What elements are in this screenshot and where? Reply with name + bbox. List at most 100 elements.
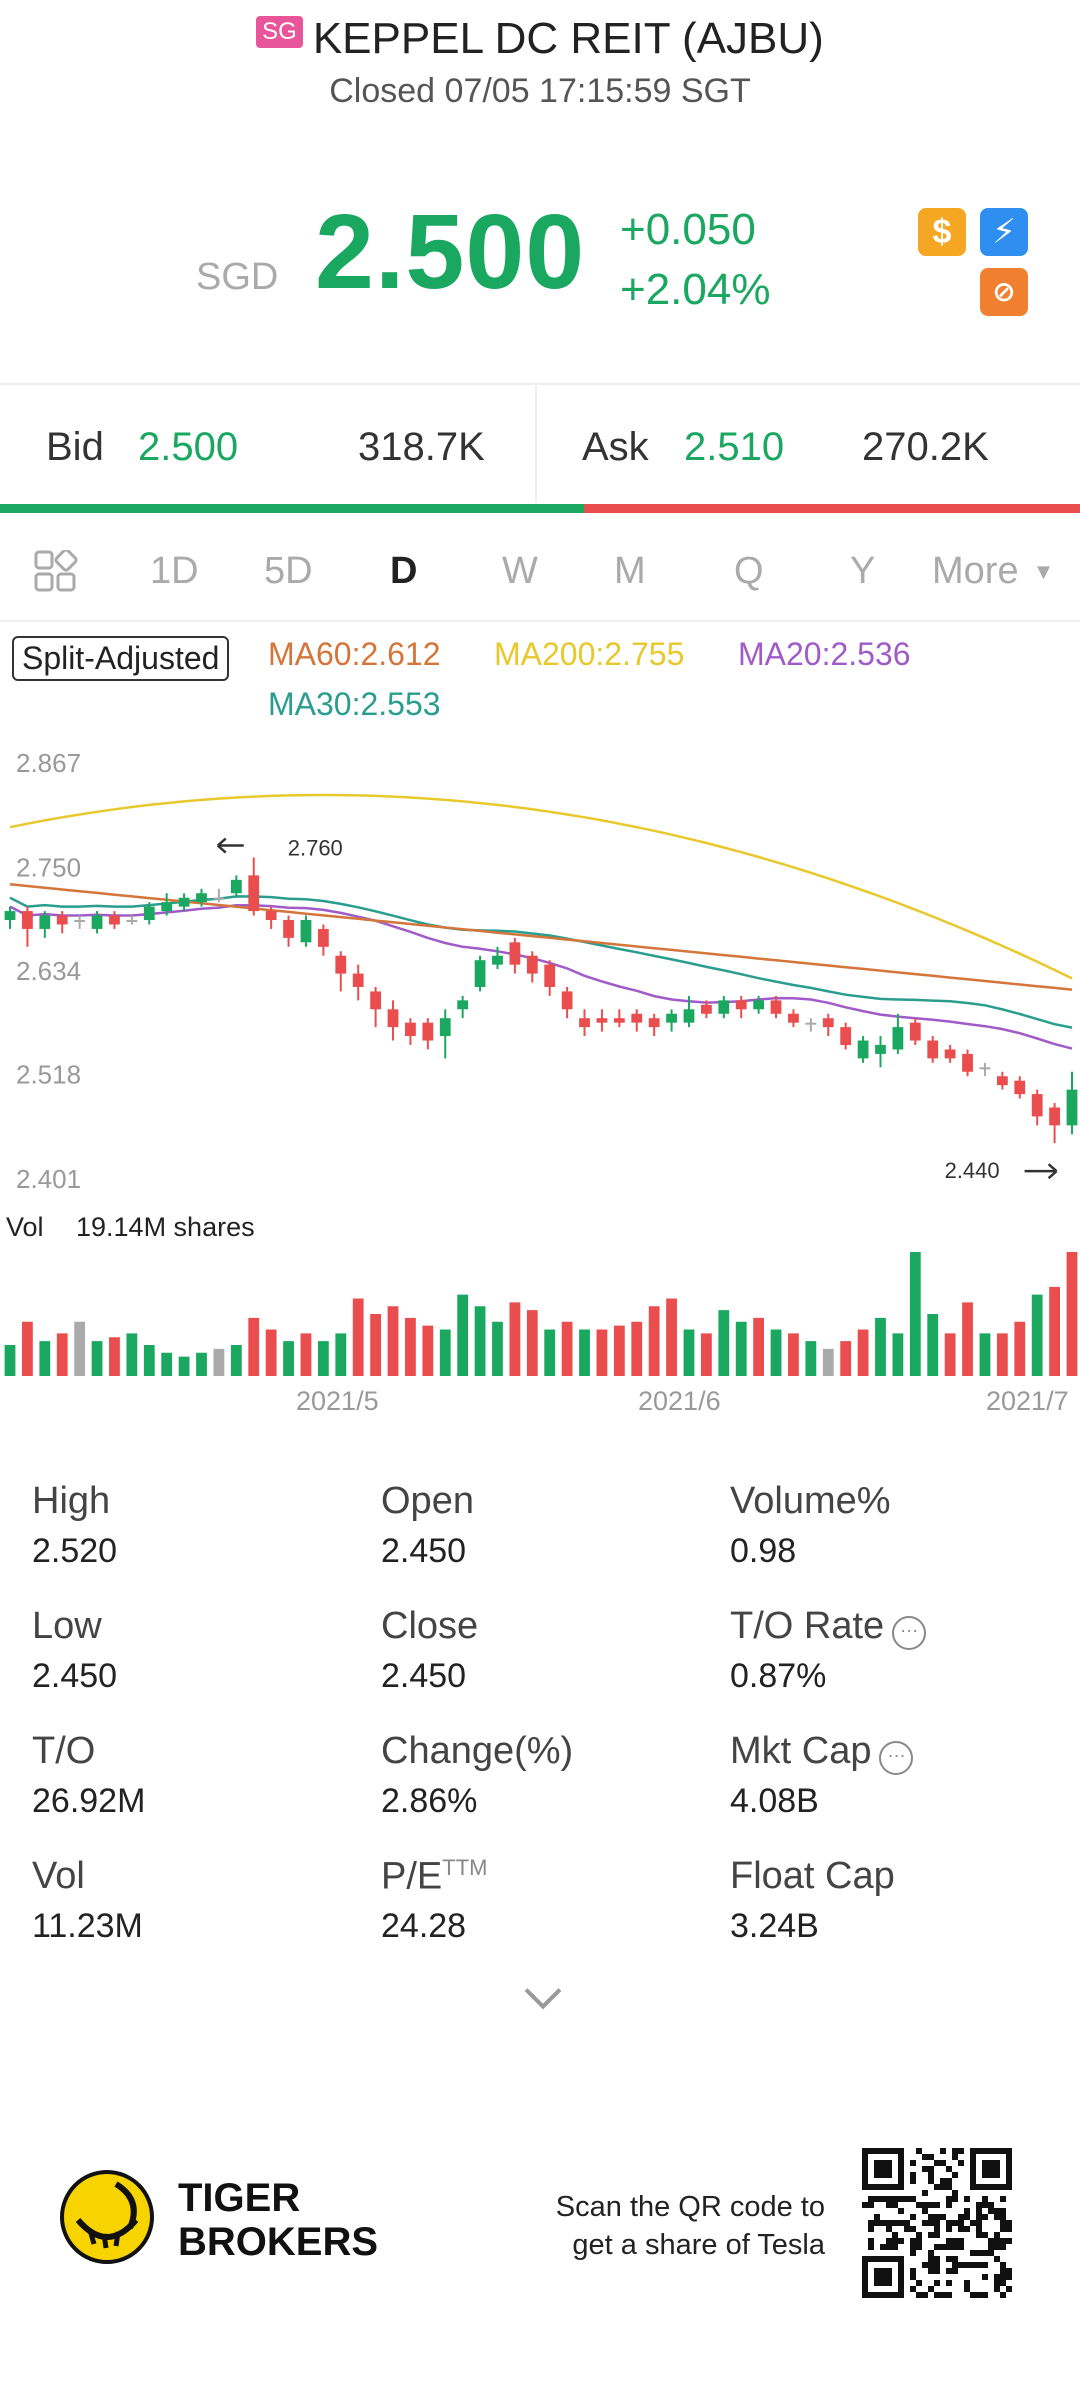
tab-w[interactable]: W — [502, 550, 538, 592]
candle-body — [265, 911, 277, 921]
caret-down-icon: ▼ — [1032, 559, 1055, 584]
candle-body — [979, 1067, 991, 1070]
ma20-line — [9, 904, 1073, 1050]
x-tick-label: 2021/5 — [296, 1386, 379, 1416]
y-tick-label: 2.867 — [16, 748, 81, 778]
volume-bar — [631, 1321, 643, 1376]
stat-value-mkt-cap: 4.08B — [730, 1782, 819, 1820]
more-info-icon[interactable]: ··· — [892, 1616, 927, 1650]
stat-label-p-e: P/ETTM — [381, 1855, 487, 1899]
volume-bar — [613, 1325, 625, 1376]
lightning-icon[interactable]: ⚡ — [980, 208, 1028, 256]
tab-5d[interactable]: 5D — [264, 550, 313, 592]
volume-bar — [579, 1329, 590, 1376]
ma30-line — [9, 895, 1073, 1029]
tab-y[interactable]: Y — [850, 550, 876, 592]
layout-grid-icon[interactable] — [34, 548, 78, 594]
candle-body — [962, 1053, 973, 1072]
tab-d[interactable]: D — [390, 550, 418, 592]
volume-bar — [248, 1317, 260, 1376]
volume-bar — [596, 1329, 608, 1376]
qr-caption-line-2: get a share of Tesla — [572, 2229, 825, 2261]
price-chart[interactable]: 2.867 2.750 2.634 2.518 2.401 2.760 2.440 202… — [0, 730, 1080, 1430]
ma20-label: MA20:2.536 — [738, 636, 911, 672]
stat-value-high: 2.520 — [32, 1532, 118, 1570]
candle-body — [1049, 1107, 1060, 1126]
stat-label-vol: Vol — [32, 1855, 85, 1898]
split-adjusted-toggle[interactable]: Split-Adjusted — [12, 636, 230, 681]
stat-label-text: T/O Rate — [730, 1605, 885, 1647]
volume-bar — [718, 1310, 730, 1376]
volume-bar — [422, 1325, 434, 1376]
divider — [0, 383, 1080, 385]
candle-body — [74, 920, 86, 923]
volume-bar — [962, 1302, 973, 1376]
brand-line-2: BROKERS — [178, 2220, 379, 2264]
stat-label-change: Change(%) — [381, 1730, 573, 1773]
ask-label: Ask — [582, 425, 649, 469]
volume-bar — [91, 1341, 103, 1376]
volume-bar — [788, 1333, 799, 1376]
change-percent: +2.04% — [620, 265, 771, 314]
tab-more-label: More — [932, 550, 1019, 592]
tab-more[interactable]: More ▼ — [932, 550, 1054, 593]
candle-body — [317, 928, 329, 947]
candle-body — [788, 1013, 799, 1023]
volume-bar — [753, 1317, 765, 1376]
volume-bar — [56, 1333, 68, 1376]
volume-bar — [39, 1341, 51, 1376]
bid-ask-separator — [535, 385, 537, 503]
stat-label-text: Mkt Cap — [730, 1730, 872, 1772]
stat-value-t-o: 26.92M — [32, 1782, 146, 1820]
candle-body — [126, 920, 138, 923]
tab-q[interactable]: Q — [734, 550, 764, 592]
candle-body — [666, 1013, 677, 1023]
volume-bar — [405, 1317, 416, 1376]
y-tick-label: 2.634 — [16, 956, 81, 986]
candle-body — [596, 1018, 608, 1023]
stat-value-low: 2.450 — [32, 1657, 118, 1695]
tab-1d[interactable]: 1D — [150, 550, 199, 592]
more-info-icon[interactable]: ··· — [879, 1741, 914, 1775]
stat-value-volume: 0.98 — [730, 1532, 797, 1570]
volume-bar — [666, 1298, 677, 1376]
ma60-label: MA60:2.612 — [268, 636, 441, 672]
stat-label-text: T/O — [32, 1730, 96, 1772]
options-icon[interactable]: ⊘ — [980, 268, 1028, 316]
stat-label-text: Low — [32, 1605, 102, 1647]
volume-value: 19.14M shares — [76, 1212, 255, 1242]
last-price: 2.500 — [315, 193, 586, 311]
candle-body — [178, 897, 190, 907]
candle-body — [91, 915, 103, 929]
tiger-logo — [60, 2170, 154, 2264]
x-tick-label: 2021/7 — [986, 1386, 1069, 1416]
stat-label-float-cap: Float Cap — [730, 1855, 895, 1898]
candle-body — [387, 1009, 399, 1028]
stat-label-text: P/E — [381, 1855, 443, 1898]
low-marker-label: 2.440 — [945, 1158, 1000, 1183]
stat-value-p-e: 24.28 — [381, 1907, 467, 1945]
volume-bar — [457, 1294, 469, 1376]
brand-name: TIGER BROKERS — [178, 2176, 378, 2264]
stat-value-close: 2.450 — [381, 1657, 467, 1695]
stat-label-volume: Volume% — [730, 1480, 891, 1523]
ask-price: 2.510 — [684, 425, 785, 469]
candle-body — [4, 911, 16, 921]
price-change: +0.050 +2.04% — [620, 200, 770, 320]
volume-bar — [770, 1329, 782, 1376]
tab-m[interactable]: M — [614, 550, 646, 592]
chevron-down-icon[interactable] — [524, 1972, 562, 2010]
ma200-label: MA200:2.755 — [494, 636, 685, 672]
bid-label: Bid — [46, 425, 104, 469]
volume-bar — [4, 1345, 16, 1376]
candle-body — [840, 1027, 852, 1045]
y-tick-label: 2.750 — [16, 852, 81, 882]
dollar-icon[interactable]: $ — [918, 208, 966, 256]
high-marker-label: 2.760 — [288, 836, 343, 861]
candle-body — [335, 955, 347, 974]
stat-label-text: Volume% — [730, 1480, 891, 1522]
candle-body — [474, 960, 486, 987]
volume-bar — [875, 1317, 886, 1376]
market-badge: SG — [256, 16, 303, 48]
x-tick-label: 2021/6 — [638, 1386, 721, 1416]
